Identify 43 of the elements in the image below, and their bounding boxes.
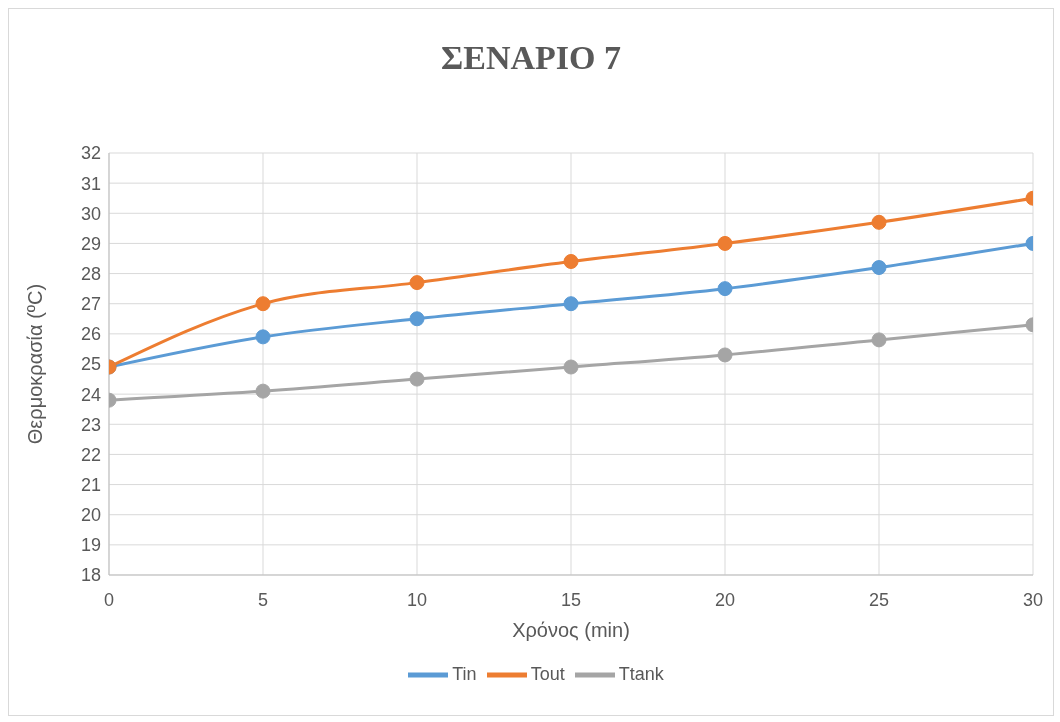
point (717, 281, 733, 297)
legend-label: Tout (530, 663, 565, 684)
point (409, 275, 425, 291)
point (409, 311, 425, 327)
point (563, 254, 579, 270)
y-tick-label: 21 (80, 474, 101, 495)
point (255, 329, 271, 345)
y-tick-label: 26 (80, 324, 101, 345)
y-axis-title: Θερμοκρασία (ºC) (24, 283, 47, 445)
y-tick-label: 20 (80, 505, 101, 526)
y-tick-label: 23 (80, 414, 101, 435)
point (255, 383, 271, 399)
point (717, 347, 733, 363)
x-tick-label: 10 (406, 589, 428, 610)
y-tick-label: 19 (80, 535, 101, 556)
x-axis-title: Χρόνος (min) (512, 619, 630, 641)
x-tick-label: 25 (868, 589, 890, 610)
y-tick-label: 32 (80, 143, 101, 164)
legend-label: Tin (452, 663, 477, 684)
x-tick-label: 15 (560, 589, 582, 610)
y-tick-label: 27 (80, 294, 101, 315)
y-tick-label: 29 (80, 233, 101, 254)
point (255, 296, 271, 312)
y-tick-label: 24 (80, 384, 101, 405)
y-tick-label: 31 (80, 173, 101, 194)
y-tick-label: 22 (80, 444, 101, 465)
point (563, 296, 579, 312)
x-tick-label: 20 (714, 589, 736, 610)
legend-label: Ttank (618, 663, 664, 684)
x-tick-label: 5 (257, 589, 269, 610)
point (563, 359, 579, 375)
point (871, 260, 887, 276)
y-tick-label: 30 (80, 203, 101, 224)
y-tick-label: 18 (80, 565, 101, 586)
point (871, 332, 887, 348)
point (717, 235, 733, 251)
x-tick-label: 30 (1022, 589, 1044, 610)
y-tick-label: 25 (80, 354, 101, 375)
y-tick-label: 28 (80, 263, 101, 284)
point (871, 214, 887, 230)
point (409, 371, 425, 387)
chart-title: ΣΕΝΑΡΙΟ 7 (440, 39, 622, 77)
x-tick-label: 0 (103, 589, 115, 610)
